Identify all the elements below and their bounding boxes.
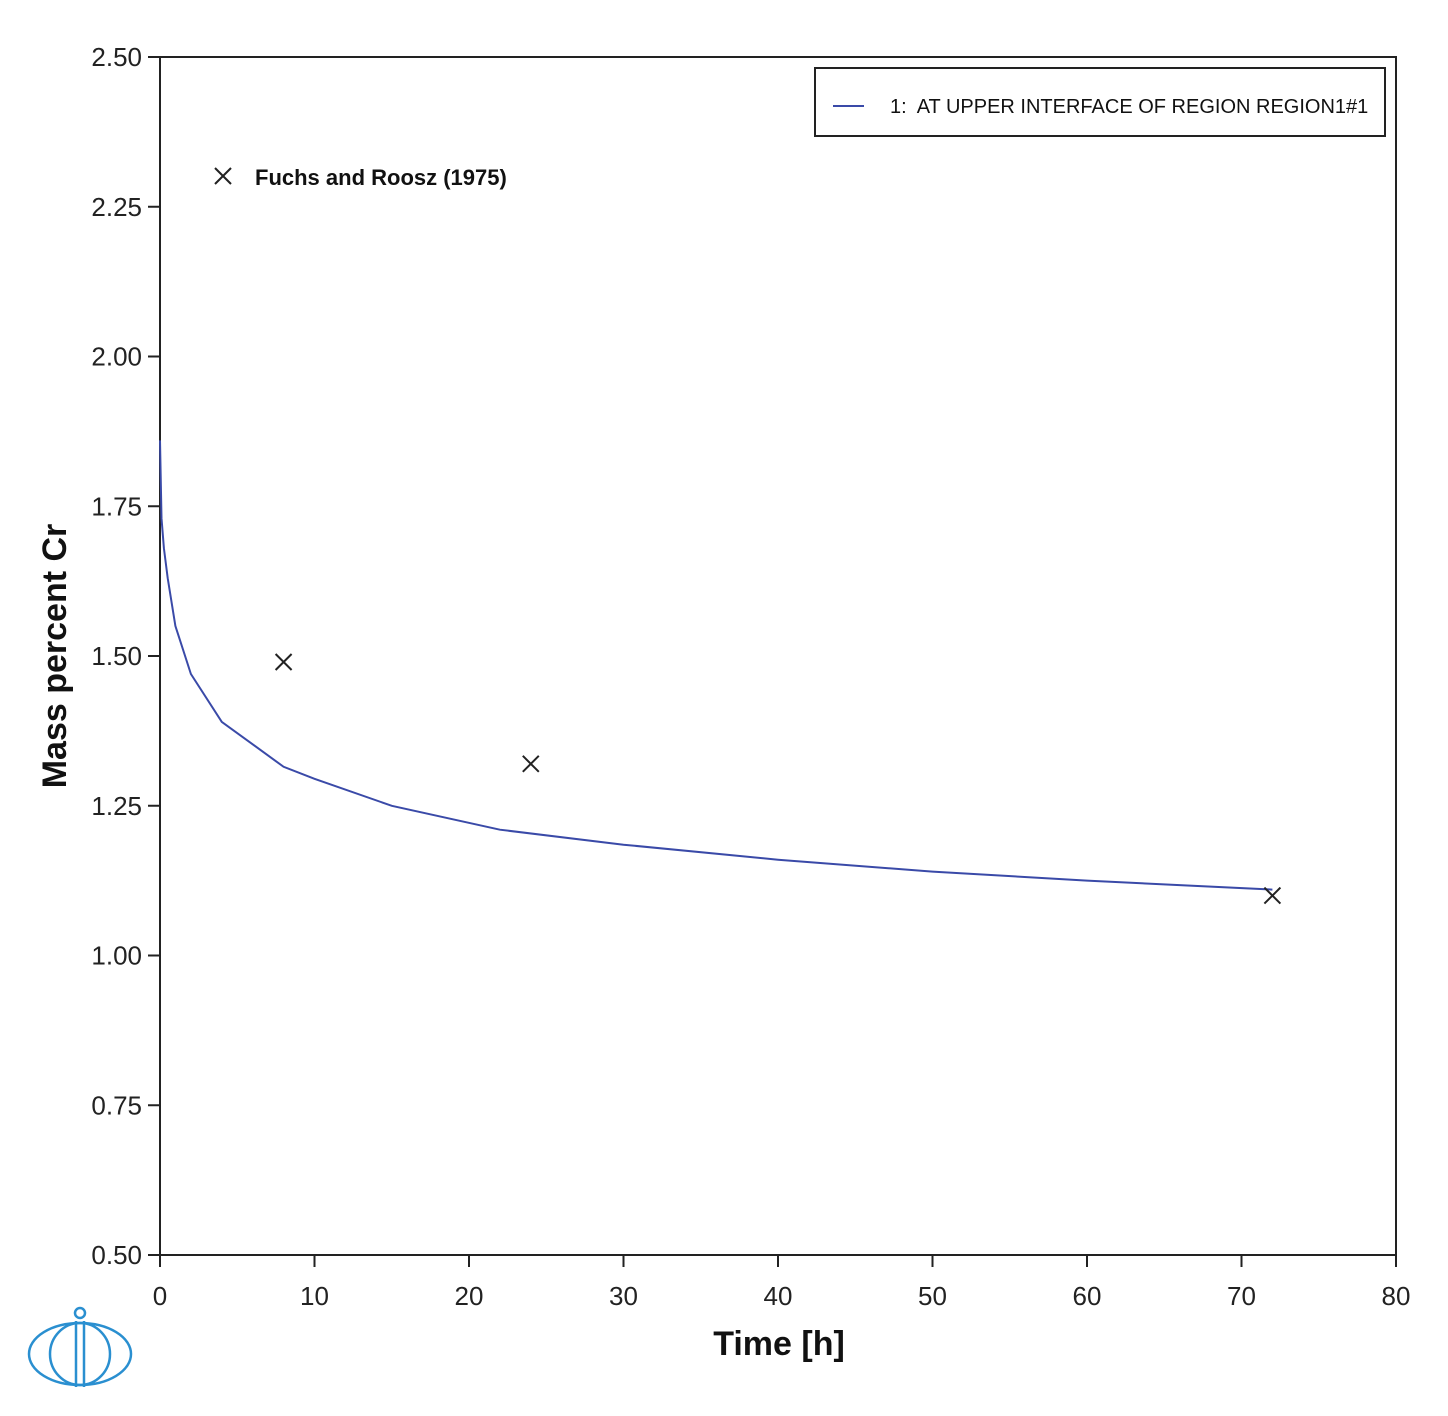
x-tick-label: 20	[455, 1281, 484, 1311]
y-tick-label: 0.50	[91, 1240, 142, 1270]
y-tick-label: 0.75	[91, 1090, 142, 1120]
data-point-x-marker	[274, 653, 293, 671]
y-axis: 0.50 0.75 1.00 1.25 1.50 1.75 2.00 2.25 2.50	[91, 42, 160, 1270]
y-tick-label: 1.75	[91, 491, 142, 521]
legend-box	[814, 67, 1386, 137]
series-line-model	[159, 440, 1273, 891]
y-tick-label: 1.50	[91, 641, 142, 671]
x-tick-label: 30	[609, 1281, 638, 1311]
legend: 1: AT UPPER INTERFACE OF REGION REGION1#…	[814, 67, 1386, 137]
series-layer	[159, 440, 1282, 905]
data-point-x-marker	[522, 755, 540, 773]
x-tick-label: 0	[153, 1281, 167, 1311]
x-axis: 0 10 20 30 40 50 60 70 80	[153, 1255, 1411, 1311]
x-axis-title: Time [h]	[713, 1325, 845, 1363]
x-tick-label: 10	[300, 1281, 329, 1311]
annotation-marker	[214, 167, 232, 185]
plot-area	[159, 56, 1397, 1256]
x-tick-label: 40	[764, 1281, 793, 1311]
y-tick-label: 2.00	[91, 342, 142, 372]
y-tick-label: 1.00	[91, 941, 142, 971]
y-tick-label: 1.25	[91, 791, 142, 821]
annotation-label: Fuchs and Roosz (1975)	[255, 165, 507, 190]
scatter-annotation: Fuchs and Roosz (1975)	[214, 165, 507, 190]
legend-entry-label: 1: AT UPPER INTERFACE OF REGION REGION1#…	[890, 96, 1368, 118]
y-axis-title: Mass percent Cr	[36, 524, 74, 789]
data-point-x-marker	[1263, 886, 1282, 905]
x-tick-label: 50	[918, 1281, 947, 1311]
x-tick-label: 60	[1073, 1281, 1102, 1311]
x-tick-label: 80	[1382, 1281, 1411, 1311]
x-tick-label: 70	[1227, 1281, 1256, 1311]
y-tick-label: 2.50	[91, 42, 142, 72]
thermo-calc-logo	[27, 1306, 133, 1387]
y-tick-label: 2.25	[91, 192, 142, 222]
